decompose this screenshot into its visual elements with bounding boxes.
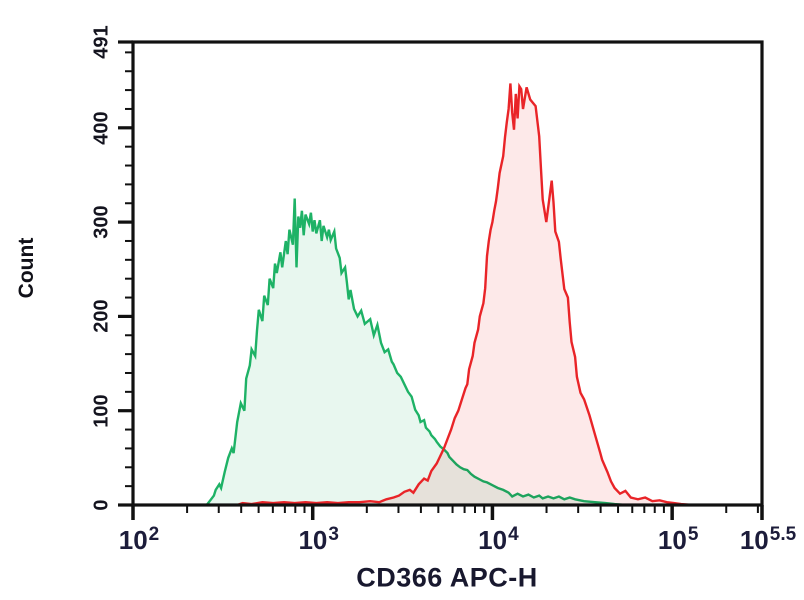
x-tick-exponent: 3 (328, 524, 339, 545)
x-tick-label: 105.5 (739, 524, 797, 555)
green-histogram-area (206, 198, 626, 505)
x-tick-exponent: 4 (508, 524, 519, 545)
y-tick-label: 0 (90, 499, 113, 511)
x-tick-exponent: 5.5 (769, 524, 797, 545)
y-tick-label: 400 (90, 111, 113, 145)
red-histogram-trace (236, 82, 692, 507)
x-tick-exponent: 2 (148, 524, 160, 545)
y-tick-label: 200 (90, 299, 113, 334)
y-tick-label: 300 (90, 205, 113, 239)
y-tick-label: 100 (90, 394, 113, 428)
x-tick-base: 10 (739, 525, 769, 555)
x-tick-label: 102 (118, 524, 160, 555)
x-axis-title: CD366 APC-H (356, 562, 538, 593)
red-histogram-area (237, 83, 692, 505)
y-tick-label: 491 (90, 25, 113, 59)
x-tick-base: 10 (478, 525, 508, 555)
plot-frame (131, 40, 764, 507)
x-tick-label: 104 (478, 524, 519, 555)
x-tick-base: 10 (298, 525, 328, 555)
x-tick-base: 10 (118, 525, 148, 555)
x-tick-label: 103 (298, 524, 339, 555)
x-tick-base: 10 (657, 525, 687, 555)
x-tick-exponent: 5 (687, 524, 699, 545)
x-tick-label: 105 (657, 524, 699, 555)
